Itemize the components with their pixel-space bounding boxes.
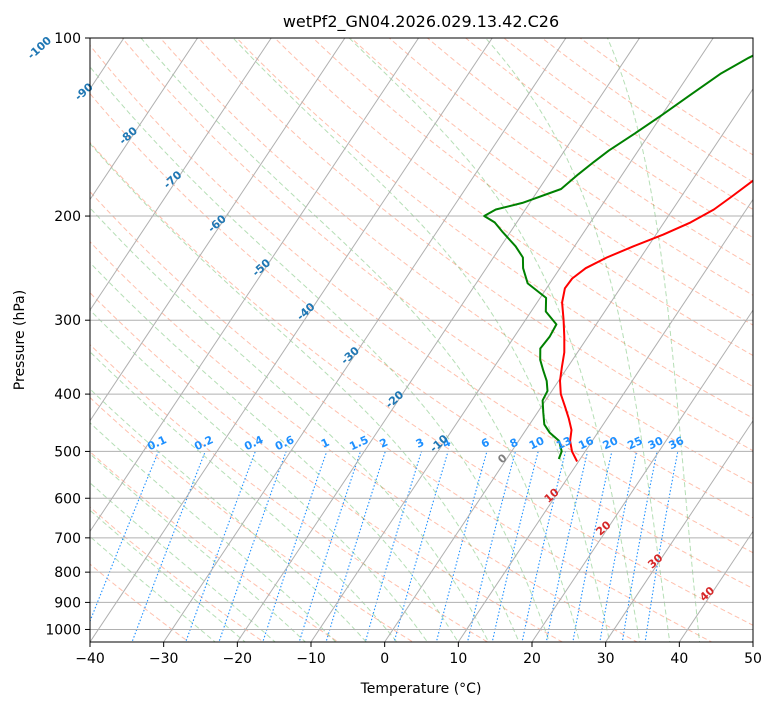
dry-adiabat: [90, 190, 713, 642]
isotherm-line: [236, 38, 641, 642]
dry-adiabat: [90, 241, 639, 642]
x-tick-label: −30: [149, 651, 179, 667]
isotherm-line: [310, 38, 714, 642]
isotherm-line: [384, 87, 753, 642]
dry-adiabat: [90, 92, 753, 590]
mixing-ratio-label: 20: [601, 434, 621, 452]
isotherm-line: [605, 419, 753, 642]
dry-adiabat: [236, 38, 753, 419]
moist-adiabat: [90, 509, 246, 642]
x-tick-label: 0: [380, 651, 389, 667]
profiles: [483, 54, 753, 462]
moist-adiabat: [348, 38, 641, 642]
dry-adiabat: [90, 44, 753, 554]
y-tick-label: 200: [54, 209, 81, 225]
x-tick-label: −40: [75, 651, 105, 667]
dry-adiabat: [197, 38, 753, 452]
y-tick-label: 500: [54, 444, 81, 460]
dry-adiabat: [90, 451, 340, 642]
x-tick-label: 30: [597, 651, 615, 667]
x-tick-label: 20: [523, 651, 541, 667]
x-tick-label: −10: [296, 651, 326, 667]
isotherm-line: [90, 38, 346, 422]
x-tick-label: 10: [449, 651, 467, 667]
dry-adiabat: [90, 344, 489, 642]
moist-adiabat: [90, 261, 459, 642]
grid-lines: [90, 38, 753, 642]
isotherm-line: [90, 38, 493, 642]
mixing-ratio-label: 30: [646, 434, 666, 452]
isotherm-line: [163, 38, 567, 642]
y-tick-label: 1000: [45, 622, 81, 638]
mixing-ratio-label: 25: [625, 434, 644, 452]
mixing-ratio-label: 10: [527, 434, 547, 452]
x-tick-label: 50: [744, 651, 762, 667]
mixing-ratio-label: 16: [576, 434, 596, 452]
y-axis: 100 200 300 400 500 600 700 800 900 1000: [45, 31, 90, 638]
y-tick-label: 800: [54, 565, 81, 581]
chart-title: wetPf2_GN04.2026.029.13.42.C26: [283, 12, 559, 32]
dry-adiabat: [312, 38, 753, 357]
plot-frame: [89, 37, 754, 643]
y-tick-label: 300: [54, 313, 81, 329]
x-tick-label: −20: [223, 651, 253, 667]
mixing-ratio-label: 13: [554, 434, 573, 452]
y-axis-label: Pressure (hPa): [12, 290, 28, 390]
isotherm-line: [678, 530, 753, 642]
dry-adiabat: [90, 396, 414, 642]
isotherm-line: [90, 38, 272, 312]
y-tick-label: 400: [54, 387, 81, 403]
dry-adiabat: [90, 506, 265, 642]
x-axis-label: Temperature (°C): [360, 681, 482, 697]
y-tick-label: 600: [54, 491, 81, 507]
dewpoint-profile: [483, 54, 753, 460]
x-axis: −40 −30 −20 −10 0 10 20 30 40 50: [75, 642, 762, 667]
isotherm-line: [531, 309, 753, 642]
y-tick-label: 900: [54, 595, 81, 611]
x-tick-label: 40: [670, 651, 688, 667]
isotherm-line: [90, 38, 420, 533]
mixing-ratio-label: 36: [667, 434, 687, 452]
y-tick-label: 100: [54, 31, 81, 47]
dry-adiabat: [274, 38, 753, 388]
moist-adiabat: [90, 535, 216, 642]
isotherm-line: [457, 198, 753, 642]
temperature-profile: [559, 179, 753, 462]
isotherm-line: [90, 38, 199, 201]
y-tick-label: 700: [54, 531, 81, 547]
moist-adiabat: [485, 38, 671, 642]
